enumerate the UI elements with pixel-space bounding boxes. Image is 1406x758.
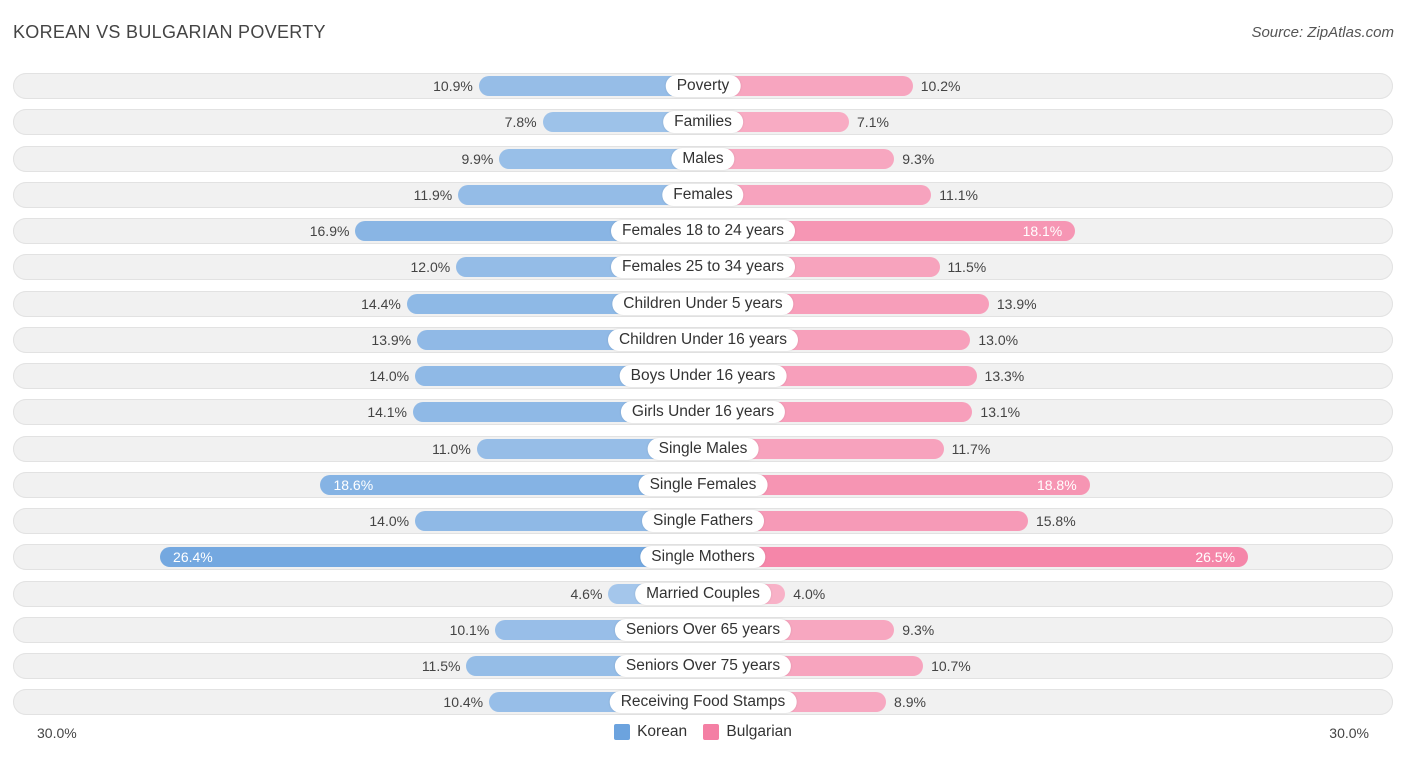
category-label: Poverty: [665, 75, 741, 97]
legend-label-korean: Korean: [637, 723, 688, 740]
value-label-bulgarian: 13.0%: [978, 331, 1019, 348]
value-label-bulgarian: 26.5%: [1195, 549, 1236, 566]
category-label: Children Under 16 years: [607, 328, 799, 351]
value-label-korean: 9.9%: [461, 150, 494, 167]
legend-item-korean[interactable]: Korean: [614, 723, 687, 741]
value-label-bulgarian: 9.3%: [902, 621, 935, 638]
legend-label-bulgarian: Bulgarian: [726, 723, 792, 740]
chart-title: KOREAN VS BULGARIAN POVERTY: [13, 22, 326, 42]
value-label-korean: 16.9%: [309, 223, 350, 239]
source-label: Source: ZipAtlas.com: [1251, 24, 1394, 41]
value-label-bulgarian: 13.3%: [984, 368, 1025, 384]
value-label-bulgarian: 11.7%: [951, 440, 991, 457]
category-label: Seniors Over 75 years: [614, 655, 792, 677]
bar-bulgarian[interactable]: [703, 76, 913, 96]
value-label-bulgarian: 9.3%: [902, 150, 935, 167]
category-label: Single Males: [647, 437, 759, 460]
value-label-korean: 10.4%: [443, 694, 484, 711]
bar-korean[interactable]: [415, 511, 703, 531]
bar-korean[interactable]: [458, 184, 703, 205]
value-label-bulgarian: 18.1%: [1022, 223, 1063, 239]
category-label: Females 25 to 34 years: [611, 256, 795, 279]
category-label: Females 18 to 24 years: [611, 220, 795, 242]
bar-bulgarian[interactable]: [703, 547, 1249, 568]
value-label-bulgarian: 8.9%: [894, 694, 926, 711]
value-label-korean: 7.8%: [504, 114, 537, 131]
value-label-bulgarian: 15.8%: [1035, 513, 1076, 529]
value-label-bulgarian: 11.1%: [939, 186, 978, 203]
bar-bulgarian[interactable]: [703, 438, 944, 459]
legend-item-bulgarian[interactable]: Bulgarian: [703, 723, 792, 741]
value-label-korean: 14.1%: [367, 404, 408, 421]
value-label-korean: 10.1%: [449, 621, 490, 638]
bar-bulgarian[interactable]: [703, 511, 1028, 531]
bar-bulgarian[interactable]: [703, 221, 1076, 241]
value-label-bulgarian: 10.7%: [931, 658, 971, 674]
bar-korean[interactable]: [542, 112, 703, 133]
value-label-korean: 18.6%: [333, 476, 374, 493]
value-label-korean: 13.9%: [371, 331, 412, 348]
value-label-korean: 14.0%: [369, 513, 410, 529]
bar-korean[interactable]: [160, 547, 703, 568]
bar-bulgarian[interactable]: [703, 184, 932, 205]
value-label-bulgarian: 4.0%: [793, 585, 826, 602]
bar-bulgarian[interactable]: [703, 148, 895, 169]
legend-swatch-korean: [614, 724, 631, 740]
value-label-bulgarian: 11.5%: [947, 259, 987, 276]
bar-korean[interactable]: [499, 148, 703, 169]
value-label-bulgarian: 13.9%: [996, 295, 1037, 312]
value-label-korean: 11.0%: [432, 440, 471, 457]
bar-korean[interactable]: [476, 438, 703, 459]
bar-korean[interactable]: [320, 474, 703, 495]
value-label-korean: 4.6%: [570, 585, 603, 602]
value-label-bulgarian: 10.2%: [920, 78, 961, 94]
category-label: Married Couples: [635, 582, 771, 605]
value-label-korean: 26.4%: [173, 549, 213, 566]
category-label: Single Fathers: [642, 510, 764, 532]
category-label: Children Under 5 years: [612, 292, 794, 315]
value-label-bulgarian: 18.8%: [1036, 476, 1077, 493]
value-label-bulgarian: 7.1%: [857, 114, 889, 131]
value-label-korean: 10.9%: [433, 78, 473, 94]
legend: Korean Bulgarian: [0, 723, 1406, 745]
bar-bulgarian[interactable]: [703, 474, 1090, 495]
value-label-bulgarian: 13.1%: [980, 404, 1021, 421]
value-label-korean: 11.9%: [413, 186, 453, 203]
category-label: Seniors Over 65 years: [614, 618, 792, 641]
category-label: Females: [662, 183, 744, 206]
category-label: Families: [663, 111, 743, 134]
category-label: Males: [671, 147, 735, 170]
category-label: Single Mothers: [640, 546, 766, 569]
value-label-korean: 12.0%: [410, 259, 451, 276]
axis-label-right: 30.0%: [1329, 725, 1369, 741]
value-label-korean: 11.5%: [421, 658, 461, 674]
value-label-korean: 14.4%: [361, 295, 401, 312]
axis-label-left: 30.0%: [37, 725, 77, 741]
value-label-korean: 14.0%: [369, 368, 410, 384]
category-label: Girls Under 16 years: [620, 401, 786, 424]
category-label: Single Females: [638, 473, 768, 496]
bar-korean[interactable]: [478, 76, 703, 96]
legend-swatch-bulgarian: [703, 724, 720, 740]
category-label: Receiving Food Stamps: [609, 691, 797, 714]
category-label: Boys Under 16 years: [619, 365, 787, 387]
